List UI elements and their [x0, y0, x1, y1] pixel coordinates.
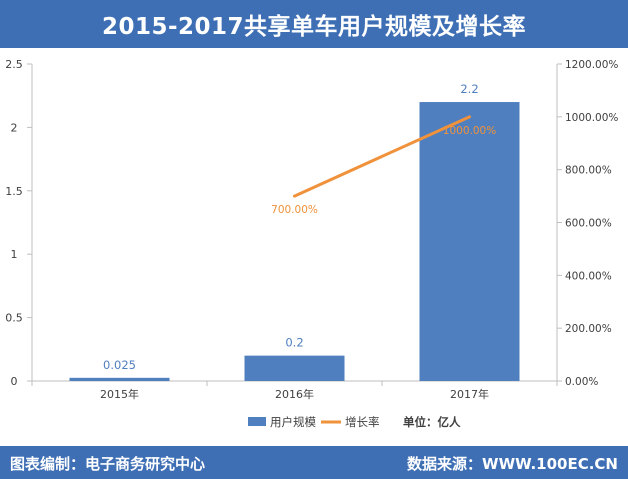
right-tick-label: 800.00% — [565, 165, 612, 177]
line-data-label: 700.00% — [271, 204, 318, 216]
line-data-label: 1000.00% — [443, 125, 496, 137]
x-tick-label: 2015年 — [100, 387, 139, 401]
bar-data-label: 0.2 — [285, 336, 303, 350]
x-tick-label: 2016年 — [275, 387, 314, 401]
x-tick-label: 2017年 — [450, 387, 489, 401]
right-tick-label: 1000.00% — [565, 112, 618, 124]
left-tick-label: 1 — [11, 248, 18, 261]
unit-label: 单位：亿人 — [403, 415, 461, 429]
chart-title: 2015-2017共享单车用户规模及增长率 — [101, 14, 527, 40]
legend-bar-swatch — [248, 417, 266, 426]
legend-bar-label: 用户规模 — [270, 415, 316, 429]
right-tick-label: 0.00% — [565, 376, 598, 388]
footer-credit: 图表编制：电子商务研究中心 — [10, 455, 206, 473]
right-tick-label: 1200.00% — [565, 59, 618, 71]
bar — [69, 377, 170, 381]
bar — [244, 355, 345, 381]
chart-plot-area: 0 0.5 1 1.5 2 2.5 0.00% 200.00% 400.00% 600.00% 80… — [5, 58, 618, 429]
bar — [419, 102, 520, 381]
bar-data-label: 2.2 — [460, 82, 478, 96]
title-bar: 2015-2017共享单车用户规模及增长率 — [0, 0, 628, 48]
bar-data-label: 0.025 — [103, 358, 136, 372]
right-tick-label: 200.00% — [565, 323, 612, 335]
left-tick-label: 0.5 — [5, 312, 23, 325]
left-tick-label: 2 — [11, 121, 18, 134]
left-tick-label: 0 — [11, 375, 18, 388]
right-tick-label: 400.00% — [565, 270, 612, 282]
right-tick-label: 600.00% — [565, 218, 612, 230]
left-tick-label: 2.5 — [5, 58, 23, 71]
left-tick-label: 1.5 — [5, 185, 23, 198]
footer-bar: 图表编制：电子商务研究中心 数据来源：WWW.100EC.CN — [0, 446, 628, 479]
growth-rate-line — [293, 115, 471, 198]
legend-line-label: 增长率 — [345, 415, 380, 429]
footer-source: 数据来源：WWW.100EC.CN — [407, 455, 618, 473]
